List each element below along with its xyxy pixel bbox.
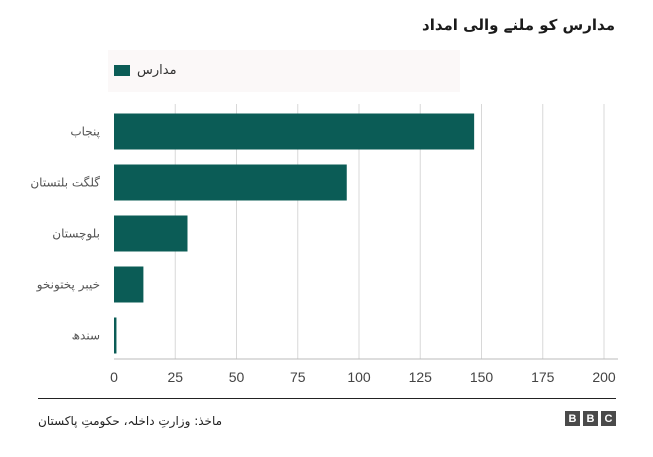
legend-label: مدارس: [137, 63, 177, 78]
chart-legend: مدارس: [114, 63, 177, 78]
x-tick-label-4: 100: [347, 369, 371, 385]
logo-letter-c: C: [601, 411, 616, 426]
logo-letter-b2: B: [583, 411, 598, 426]
source-note: ماخذ: وزارتِ داخلہ، حکومتِ پاکستان: [38, 414, 223, 428]
x-tick-label-6: 150: [470, 369, 494, 385]
x-tick-label-5: 125: [409, 369, 433, 385]
bar-3: [114, 266, 144, 303]
legend-band: [108, 50, 460, 92]
category-label-4: سندھ: [72, 329, 100, 343]
x-tick-label-0: 0: [110, 369, 118, 385]
x-tick-label-1: 25: [167, 369, 183, 385]
logo-letter-b1: B: [565, 411, 580, 426]
legend-swatch: [114, 65, 130, 76]
x-tick-label-8: 200: [592, 369, 616, 385]
chart-title: مدارس کو ملنے والی امداد: [422, 16, 615, 34]
bar-chart: پنجاب گلگت بلتستان بلوچستان خیبر پختونخو سند…: [30, 104, 618, 385]
x-tick-label-7: 175: [531, 369, 555, 385]
bar-0: [114, 113, 475, 150]
x-tick-label-2: 50: [229, 369, 245, 385]
x-tick-label-3: 75: [290, 369, 306, 385]
bar-2: [114, 215, 188, 252]
category-label-0: پنجاب: [70, 125, 100, 139]
category-label-1: گلگت بلتستان: [30, 176, 100, 190]
bar-1: [114, 164, 347, 201]
category-label-3: خیبر پختونخو: [36, 278, 100, 293]
bbc-logo: B B C: [565, 411, 616, 426]
bar-4: [114, 317, 117, 354]
category-label-2: بلوچستان: [52, 227, 100, 242]
footer-divider: [38, 398, 616, 399]
